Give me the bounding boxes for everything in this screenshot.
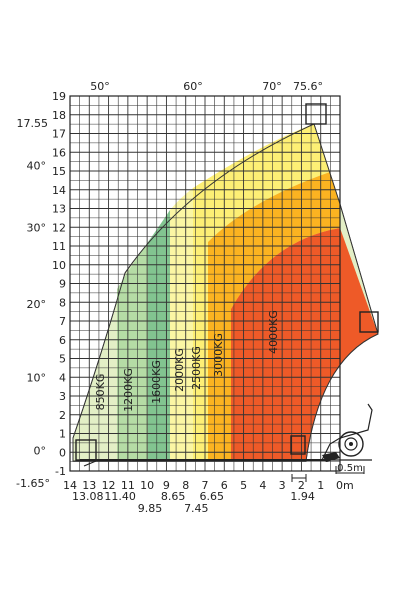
height-label-bottom: -1.65° bbox=[16, 477, 50, 490]
x-tick-label: 0m bbox=[336, 479, 354, 492]
zone-label-1600kg: 1600KG bbox=[150, 360, 163, 404]
x-sub-label: 11.40 bbox=[104, 490, 136, 503]
angle-label-left: 0° bbox=[34, 444, 47, 457]
zone-label-850kg: 850KG bbox=[94, 374, 107, 411]
y-tick-label: 4 bbox=[59, 371, 66, 384]
boom-detail bbox=[75, 103, 379, 482]
x-tick-label: 12 bbox=[102, 479, 116, 492]
boom-head-top bbox=[305, 103, 327, 125]
x-tick-label: 1 bbox=[317, 479, 324, 492]
angle-label-top: 70° bbox=[262, 80, 282, 93]
boom-head-bottom bbox=[290, 435, 306, 455]
zone-label-3000kg: 3000KG bbox=[212, 333, 225, 377]
x-tick-label: 9 bbox=[163, 479, 170, 492]
y-tick-label: -1 bbox=[55, 465, 66, 478]
zone-label-1200kg: 1200KG bbox=[122, 368, 135, 412]
x-tick-label: 11 bbox=[121, 479, 135, 492]
zone-4000kg bbox=[231, 228, 378, 461]
x-sub-label: 13.08 bbox=[72, 490, 104, 503]
x-tick-label: 5 bbox=[240, 479, 247, 492]
y-tick-label: 8 bbox=[59, 296, 66, 309]
x-tick-label: 3 bbox=[279, 479, 286, 492]
y-tick-label: 7 bbox=[59, 315, 66, 328]
boom-link bbox=[83, 460, 97, 467]
y-tick-label: 18 bbox=[52, 109, 66, 122]
y-tick-label: 11 bbox=[52, 240, 66, 253]
height-label-top: 17.55 bbox=[17, 117, 49, 130]
angle-label-left: 10° bbox=[27, 371, 47, 384]
angle-label-left: 20° bbox=[27, 298, 47, 311]
angle-label-top: 50° bbox=[90, 80, 110, 93]
angle-label-top: 75.6° bbox=[293, 80, 323, 93]
y-tick-label: 15 bbox=[52, 165, 66, 178]
zone-label-4000kg: 4000KG bbox=[267, 310, 280, 354]
grid bbox=[69, 95, 341, 472]
y-tick-label: 10 bbox=[52, 259, 66, 272]
x-tick-label: 14 bbox=[63, 479, 77, 492]
y-tick-label: 12 bbox=[52, 221, 66, 234]
x-sub-label: 6.65 bbox=[200, 490, 225, 503]
angle-label-top: 60° bbox=[183, 80, 203, 93]
y-tick-label: 16 bbox=[52, 146, 66, 159]
y-tick-label: 3 bbox=[59, 390, 66, 403]
grid-border bbox=[69, 95, 341, 472]
x-tick-label: 6 bbox=[221, 479, 228, 492]
chassis-icon bbox=[321, 403, 373, 461]
zone-1600kg bbox=[148, 210, 170, 461]
x-tick-label: 13 bbox=[82, 479, 96, 492]
zone-1200kg bbox=[117, 242, 148, 461]
x-tick-label: 7 bbox=[202, 479, 209, 492]
y-tick-label: 2 bbox=[59, 409, 66, 422]
x-sub-label: 8.65 bbox=[161, 490, 186, 503]
x-sub-label: 1.94 bbox=[290, 490, 315, 503]
y-tick-label: 1 bbox=[59, 428, 66, 441]
wheel-icon bbox=[338, 431, 364, 457]
x-tick-label: 4 bbox=[259, 479, 266, 492]
scale-label: 0.5m bbox=[337, 463, 363, 474]
y-tick-label: 17 bbox=[52, 128, 66, 141]
x-sub-label: 9.85 bbox=[138, 502, 163, 515]
x-tick-label: 10 bbox=[140, 479, 154, 492]
zone-3000kg bbox=[208, 172, 340, 461]
y-tick-label: 9 bbox=[59, 278, 66, 291]
zone-label-2500kg: 2500KG bbox=[190, 346, 203, 390]
x-sub-label: 7.45 bbox=[184, 502, 209, 515]
y-tick-label: 0 bbox=[59, 446, 66, 459]
zone-2000kg bbox=[170, 188, 193, 461]
y-tick-label: 14 bbox=[52, 184, 66, 197]
angle-label-left: 40° bbox=[27, 159, 47, 172]
y-tick-label: 13 bbox=[52, 203, 66, 216]
angle-label-left: 30° bbox=[27, 221, 47, 234]
x-tick-label: 8 bbox=[182, 479, 189, 492]
y-tick-label: 19 bbox=[52, 90, 66, 103]
capacity-zones bbox=[72, 123, 379, 462]
wheel-hub-icon bbox=[344, 437, 358, 451]
wheel-axle-icon bbox=[349, 442, 353, 446]
y-tick-label: 6 bbox=[59, 334, 66, 347]
x-tick-label: 2 bbox=[298, 479, 305, 492]
y-tick-label: 5 bbox=[59, 353, 66, 366]
zone-label-2000kg: 2000KG bbox=[173, 348, 186, 392]
boom-head-right bbox=[359, 311, 379, 333]
